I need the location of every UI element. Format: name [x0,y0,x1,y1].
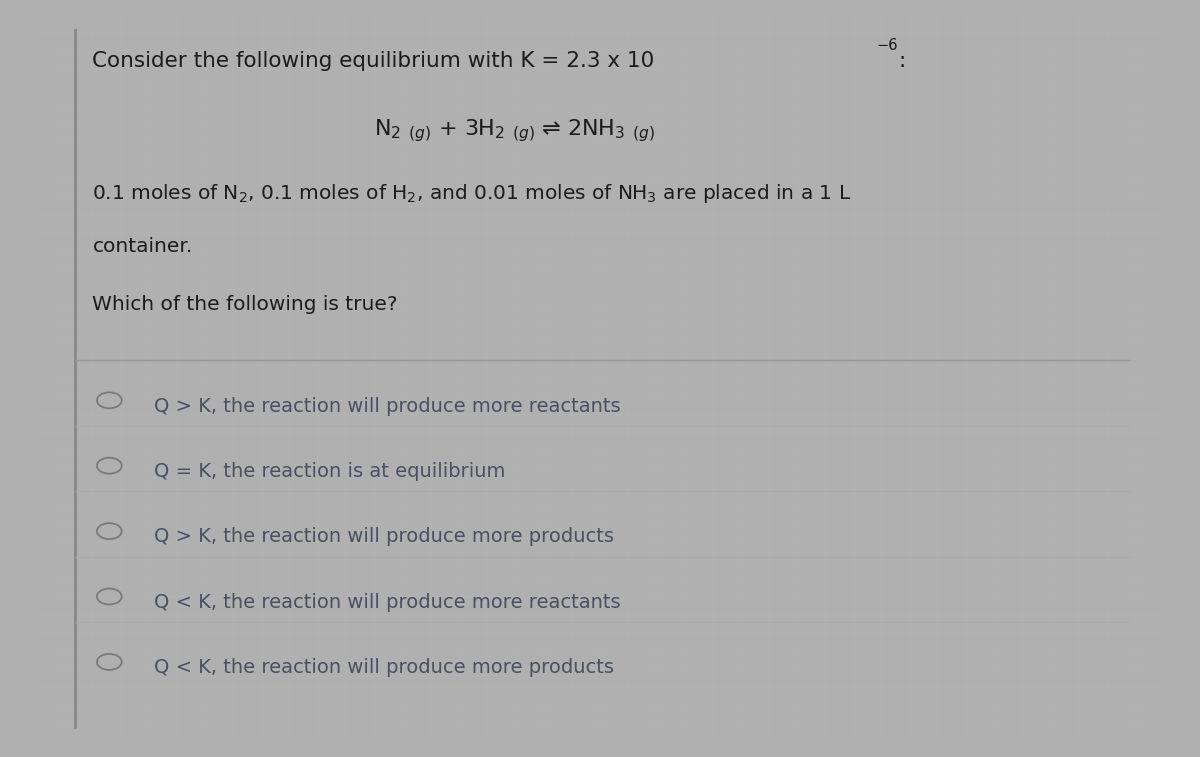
Text: Q > K, the reaction will produce more reactants: Q > K, the reaction will produce more re… [155,397,622,416]
Text: Q < K, the reaction will produce more reactants: Q < K, the reaction will produce more re… [155,593,622,612]
Text: Q > K, the reaction will produce more products: Q > K, the reaction will produce more pr… [155,528,614,547]
Text: container.: container. [92,237,193,256]
Text: 0.1 moles of N$_2$, 0.1 moles of H$_2$, and 0.01 moles of NH$_3$ are placed in a: 0.1 moles of N$_2$, 0.1 moles of H$_2$, … [92,182,852,205]
Text: −6: −6 [876,39,898,54]
Text: :: : [899,51,906,71]
Text: Which of the following is true?: Which of the following is true? [92,295,398,314]
Text: Q = K, the reaction is at equilibrium: Q = K, the reaction is at equilibrium [155,462,506,481]
Text: Q < K, the reaction will produce more products: Q < K, the reaction will produce more pr… [155,659,614,678]
Text: N$_2$ $_{(g)}$ + 3H$_2$ $_{(g)}$ ⇌ 2NH$_3$ $_{(g)}$: N$_2$ $_{(g)}$ + 3H$_2$ $_{(g)}$ ⇌ 2NH$_… [374,117,655,144]
Text: Consider the following equilibrium with K = 2.3 x 10: Consider the following equilibrium with … [92,51,655,71]
